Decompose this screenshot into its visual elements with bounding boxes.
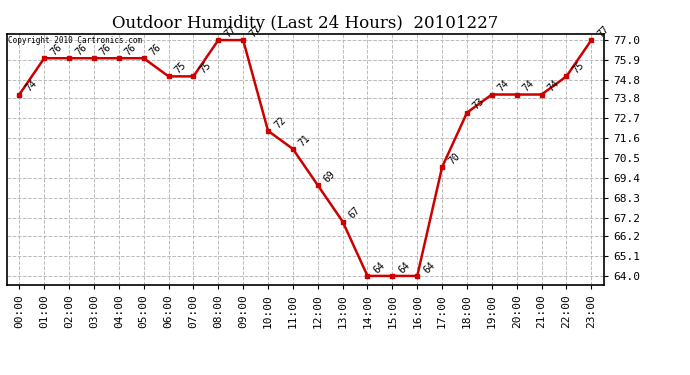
Text: Copyright 2010 Cartronics.com: Copyright 2010 Cartronics.com <box>8 36 142 45</box>
Text: 77: 77 <box>222 24 238 39</box>
Text: 76: 76 <box>48 42 63 57</box>
Text: 75: 75 <box>197 60 213 76</box>
Text: 76: 76 <box>98 42 113 57</box>
Text: 74: 74 <box>496 78 511 94</box>
Text: 72: 72 <box>272 115 288 130</box>
Text: 69: 69 <box>322 169 337 184</box>
Text: 74: 74 <box>23 78 39 94</box>
Text: 64: 64 <box>397 260 412 275</box>
Text: 76: 76 <box>123 42 139 57</box>
Text: 77: 77 <box>247 24 263 39</box>
Text: 64: 64 <box>372 260 387 275</box>
Title: Outdoor Humidity (Last 24 Hours)  20101227: Outdoor Humidity (Last 24 Hours) 2010122… <box>112 15 498 32</box>
Text: 77: 77 <box>595 24 611 39</box>
Text: 64: 64 <box>422 260 437 275</box>
Text: 75: 75 <box>172 60 188 76</box>
Text: 74: 74 <box>521 78 536 94</box>
Text: 75: 75 <box>571 60 586 76</box>
Text: 73: 73 <box>471 96 486 112</box>
Text: 74: 74 <box>546 78 561 94</box>
Text: 67: 67 <box>347 206 362 221</box>
Text: 70: 70 <box>446 151 462 166</box>
Text: 76: 76 <box>148 42 164 57</box>
Text: 71: 71 <box>297 133 313 148</box>
Text: 76: 76 <box>73 42 88 57</box>
